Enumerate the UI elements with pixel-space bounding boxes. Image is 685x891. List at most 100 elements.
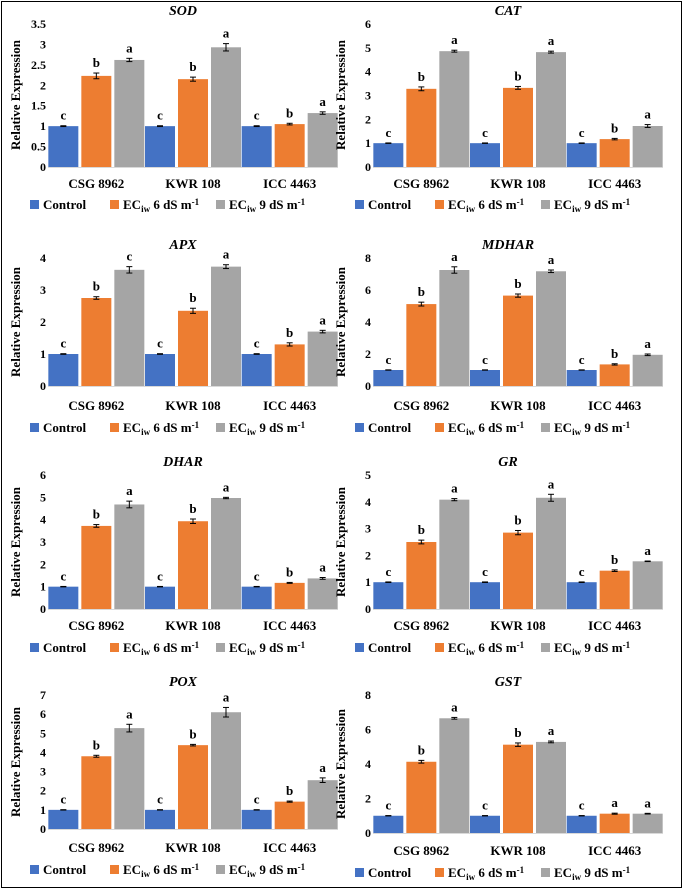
legend-label: ECiw 9 dS m-1 [229,197,306,214]
legend-label: ECiw 9 dS m-1 [554,197,631,214]
bar [307,780,338,829]
y-tick-label: 2 [40,315,46,329]
significance-label: b [286,105,293,120]
significance-label: c [385,352,391,367]
significance-label: a [451,249,458,264]
bar [241,126,272,167]
y-tick-label: 6 [40,707,46,721]
significance-label: c [254,108,260,123]
significance-label: b [514,512,521,527]
significance-label: b [611,346,618,361]
bar [81,298,112,386]
category-label: KWR 108 [165,618,221,633]
bar [439,51,470,167]
bar [81,525,112,609]
bar [566,815,597,833]
significance-label: b [611,120,618,135]
significance-label: b [286,783,293,798]
significance-label: c [60,108,66,123]
bar [406,761,437,833]
significance-label: c [254,336,260,351]
y-tick-label: 7 [40,688,46,702]
y-tick-label: 3 [40,765,46,779]
y-tick-label: 6 [365,17,371,31]
category-label: KWR 108 [165,398,221,413]
bar [470,815,500,833]
category-label: CSG 8962 [393,618,449,633]
bar [406,88,437,167]
bar [241,354,272,386]
significance-label: c [385,125,391,140]
legend-label: Control [368,865,411,880]
bar [307,331,338,386]
bar [114,59,145,167]
bar [178,521,208,609]
panel-gst: GST Relative Expression 0 2 4 6 8 c b a CSG 8962 c b… [333,675,663,882]
significance-label: b [93,279,100,294]
y-tick-label: 2 [365,548,371,562]
legend-label: ECiw 6 dS m-1 [448,197,525,214]
significance-label: b [93,55,100,70]
y-tick-label: 6 [365,283,371,297]
legend-label: ECiw 6 dS m-1 [448,420,525,437]
legend-swatch [355,643,364,652]
significance-label: c [482,352,488,367]
bar [114,269,145,386]
legend-swatch [110,865,119,874]
significance-label: c [579,798,585,813]
significance-label: c [385,564,391,579]
y-axis-label: Relative Expression [333,39,348,150]
bar [211,712,241,829]
significance-label: a [126,483,133,498]
y-tick-label: 2.5 [31,58,46,72]
bar [470,370,500,386]
bar [503,87,533,167]
legend-label: ECiw 6 dS m-1 [448,640,525,657]
y-tick-label: 4 [365,315,371,329]
y-tick-label: 0 [40,602,46,616]
significance-label: a [644,336,651,351]
bar [178,745,208,829]
panel-title: GST [495,675,523,690]
bar [373,815,404,833]
significance-label: a [319,560,326,575]
legend: Control ECiw 6 dS m-1 ECiw 9 dS m-1 [30,862,306,879]
legend-swatch [30,643,39,652]
y-tick-label: 8 [365,251,371,265]
legend-swatch [216,643,225,652]
significance-label: c [126,249,132,264]
significance-label: c [579,352,585,367]
bar [566,582,597,609]
bar [81,756,112,829]
significance-label: c [482,564,488,579]
legend-swatch [216,423,225,432]
significance-label: a [548,252,555,267]
bar [178,310,208,386]
significance-label: a [223,479,230,494]
significance-label: c [482,125,488,140]
significance-label: a [223,26,230,41]
bar [566,370,597,386]
significance-label: b [418,522,425,537]
y-tick-label: 0 [365,379,371,393]
bar [566,143,597,167]
y-tick-label: 4 [365,495,371,509]
bar [632,354,663,386]
y-tick-label: 2 [365,347,371,361]
significance-label: a [644,543,651,558]
bar [241,586,272,609]
category-label: KWR 108 [490,398,546,413]
bar [178,79,208,167]
legend-label: Control [368,420,411,435]
significance-label: a [644,107,651,122]
bar [536,741,566,833]
significance-label: b [189,501,196,516]
y-tick-label: 0 [40,160,46,174]
y-tick-label: 3 [365,522,371,536]
bar [406,542,437,609]
significance-label: a [319,760,326,775]
legend-swatch [216,200,225,209]
bar [274,344,305,386]
